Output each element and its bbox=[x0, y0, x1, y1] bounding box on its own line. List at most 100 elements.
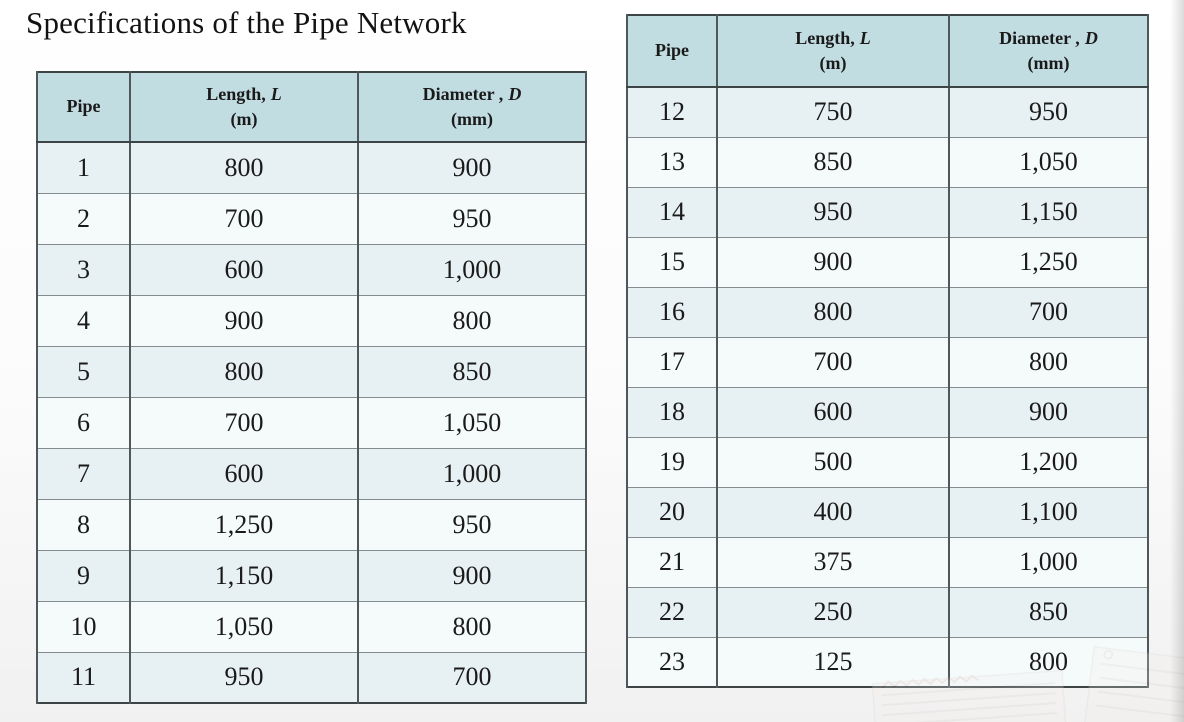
length-unit: (m) bbox=[819, 53, 847, 73]
pipe-cell: 12 bbox=[626, 86, 718, 138]
pipe-cell: 3 bbox=[36, 243, 131, 296]
pipe-cell: 22 bbox=[626, 586, 718, 638]
pipe-table-12-23: Pipe Length, L (m) Diameter ,D (mm) 12 750… bbox=[626, 14, 1149, 688]
pipe-cell: 19 bbox=[626, 436, 718, 488]
length-cell: 700 bbox=[716, 336, 950, 388]
diameter-cell: 950 bbox=[357, 192, 587, 245]
diameter-label: Diameter , bbox=[999, 27, 1080, 48]
table-row: 14 950 1,150 bbox=[626, 186, 1149, 238]
length-cell: 375 bbox=[716, 536, 950, 588]
table-row: 10 1,050 800 bbox=[36, 600, 587, 653]
length-label: Length, bbox=[795, 27, 855, 48]
diameter-cell: 800 bbox=[357, 294, 587, 347]
length-cell: 700 bbox=[129, 192, 359, 245]
diameter-column-header: Diameter ,D (mm) bbox=[948, 14, 1149, 88]
table-row: 1 800 900 bbox=[36, 141, 587, 194]
diameter-cell: 700 bbox=[948, 286, 1149, 338]
pipe-cell: 4 bbox=[36, 294, 131, 347]
pipe-cell: 17 bbox=[626, 336, 718, 388]
table-row: 3 600 1,000 bbox=[36, 243, 587, 296]
length-cell: 700 bbox=[129, 396, 359, 449]
table-row: 7 600 1,000 bbox=[36, 447, 587, 500]
pipe-cell: 14 bbox=[626, 186, 718, 238]
diameter-symbol: D bbox=[1084, 27, 1098, 48]
table-row: 4 900 800 bbox=[36, 294, 587, 347]
table-row: 8 1,250 950 bbox=[36, 498, 587, 551]
pipe-cell: 11 bbox=[36, 651, 131, 704]
pipe-cell: 21 bbox=[626, 536, 718, 588]
table-row: 19 500 1,200 bbox=[626, 436, 1149, 488]
length-cell: 1,050 bbox=[129, 600, 359, 653]
diameter-column-header: Diameter ,D (mm) bbox=[357, 71, 587, 143]
diameter-cell: 1,200 bbox=[948, 436, 1149, 488]
table-row: 17 700 800 bbox=[626, 336, 1149, 388]
diameter-cell: 850 bbox=[357, 345, 587, 398]
diameter-cell: 1,000 bbox=[357, 447, 587, 500]
pipe-cell: 5 bbox=[36, 345, 131, 398]
diameter-cell: 1,050 bbox=[948, 136, 1149, 188]
length-cell: 400 bbox=[716, 486, 950, 538]
length-cell: 125 bbox=[716, 636, 950, 688]
pipe-table-1-11: Pipe Length, L (m) Diameter ,D (mm) 1 800 9… bbox=[36, 71, 587, 704]
table-header-row: Pipe Length, L (m) Diameter ,D (mm) bbox=[36, 71, 587, 143]
diameter-cell: 800 bbox=[948, 636, 1149, 688]
table-row: 21 375 1,000 bbox=[626, 536, 1149, 588]
length-cell: 900 bbox=[716, 236, 950, 288]
pipe-cell: 10 bbox=[36, 600, 131, 653]
page-edge-shadow bbox=[1170, 0, 1184, 722]
table-row: 23 125 800 bbox=[626, 636, 1149, 688]
diameter-cell: 1,000 bbox=[357, 243, 587, 296]
diameter-cell: 700 bbox=[357, 651, 587, 704]
length-symbol: L bbox=[859, 27, 871, 48]
diameter-cell: 950 bbox=[357, 498, 587, 551]
diameter-cell: 1,000 bbox=[948, 536, 1149, 588]
pipe-cell: 13 bbox=[626, 136, 718, 188]
length-cell: 950 bbox=[129, 651, 359, 704]
pipe-cell: 20 bbox=[626, 486, 718, 538]
diameter-cell: 900 bbox=[357, 141, 587, 194]
table-row: 9 1,150 900 bbox=[36, 549, 587, 602]
length-cell: 600 bbox=[129, 447, 359, 500]
length-cell: 500 bbox=[716, 436, 950, 488]
pipe-column-header: Pipe bbox=[36, 71, 131, 143]
pipe-cell: 1 bbox=[36, 141, 131, 194]
pipe-cell: 8 bbox=[36, 498, 131, 551]
table-row: 16 800 700 bbox=[626, 286, 1149, 338]
diameter-cell: 900 bbox=[357, 549, 587, 602]
length-cell: 800 bbox=[716, 286, 950, 338]
pipe-cell: 7 bbox=[36, 447, 131, 500]
diameter-unit: (mm) bbox=[1027, 53, 1070, 73]
length-unit: (m) bbox=[230, 109, 258, 129]
pipe-cell: 18 bbox=[626, 386, 718, 438]
table-row: 12 750 950 bbox=[626, 86, 1149, 138]
length-symbol: L bbox=[270, 83, 282, 104]
pipe-cell: 2 bbox=[36, 192, 131, 245]
diameter-cell: 1,100 bbox=[948, 486, 1149, 538]
length-label: Length, bbox=[206, 83, 266, 104]
length-column-header: Length, L (m) bbox=[129, 71, 359, 143]
length-cell: 800 bbox=[129, 345, 359, 398]
table-row: 5 800 850 bbox=[36, 345, 587, 398]
table-row: 18 600 900 bbox=[626, 386, 1149, 438]
table-body: 1 800 900 2 700 950 3 600 1,000 4 900 800 5 800 850 6 70… bbox=[36, 141, 587, 704]
diameter-cell: 950 bbox=[948, 86, 1149, 138]
length-cell: 950 bbox=[716, 186, 950, 238]
diameter-cell: 1,150 bbox=[948, 186, 1149, 238]
pipe-cell: 23 bbox=[626, 636, 718, 688]
table-row: 22 250 850 bbox=[626, 586, 1149, 638]
length-cell: 900 bbox=[129, 294, 359, 347]
table-row: 11 950 700 bbox=[36, 651, 587, 704]
table-row: 2 700 950 bbox=[36, 192, 587, 245]
diameter-cell: 800 bbox=[357, 600, 587, 653]
diameter-cell: 850 bbox=[948, 586, 1149, 638]
diameter-cell: 1,050 bbox=[357, 396, 587, 449]
table-body: 12 750 950 13 850 1,050 14 950 1,150 15 900 1,250 16… bbox=[626, 86, 1149, 688]
pipe-cell: 15 bbox=[626, 236, 718, 288]
page-title: Specifications of the Pipe Network bbox=[26, 5, 467, 40]
table-row: 6 700 1,050 bbox=[36, 396, 587, 449]
pipe-cell: 6 bbox=[36, 396, 131, 449]
length-column-header: Length, L (m) bbox=[716, 14, 950, 88]
diameter-symbol: D bbox=[508, 83, 522, 104]
length-cell: 750 bbox=[716, 86, 950, 138]
